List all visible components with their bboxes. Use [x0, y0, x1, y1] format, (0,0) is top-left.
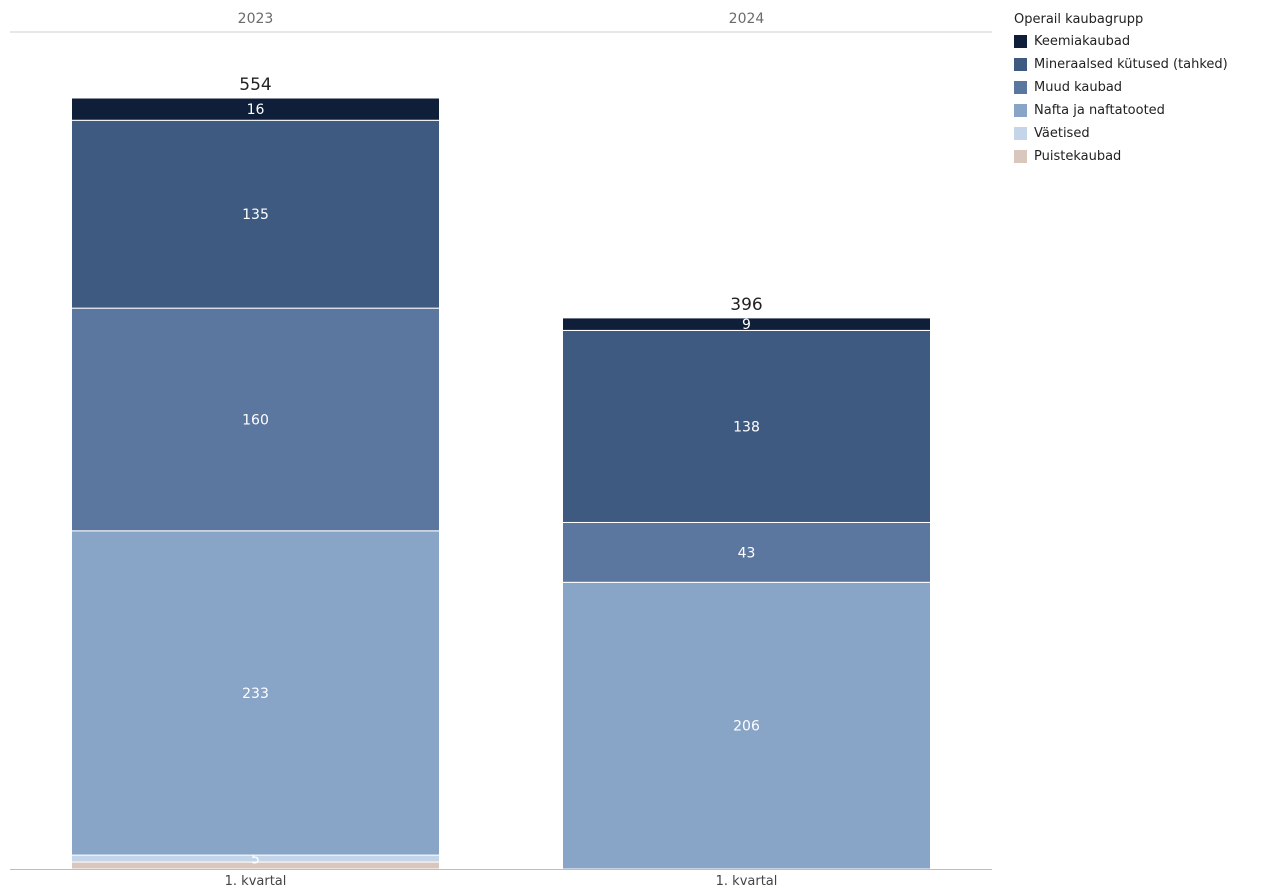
legend-swatch [1014, 58, 1027, 71]
data-label-keemiakaubad-2024: 9 [742, 317, 751, 333]
data-label-mineraalsed-k-tused-tahked-2023: 135 [242, 207, 269, 223]
legend-label: Muud kaubad [1034, 80, 1123, 95]
legend-label: Väetised [1034, 126, 1090, 141]
legend-swatch [1014, 127, 1027, 140]
legend-item-v-etised[interactable]: Väetised [1014, 122, 1228, 145]
legend-swatch [1014, 104, 1027, 117]
legend-swatch [1014, 150, 1027, 163]
legend-label: Keemiakaubad [1034, 34, 1131, 49]
legend-label: Nafta ja naftatooted [1034, 103, 1165, 118]
legend-label: Puistekaubad [1034, 149, 1122, 164]
legend-swatch [1014, 35, 1027, 48]
legend-item-keemiakaubad[interactable]: Keemiakaubad [1014, 30, 1228, 53]
data-label-muud-kaubad-2023: 160 [242, 412, 269, 428]
bar-segment-keemiakaubad-2024 [562, 317, 931, 331]
legend-item-puistekaubad[interactable]: Puistekaubad [1014, 145, 1228, 168]
panel-header-2023: 2023 [238, 11, 274, 27]
data-label-keemiakaubad-2023: 16 [247, 102, 265, 118]
bar-segment-mineraalsed-k-tused-tahked-2023 [71, 119, 440, 309]
panel-header-2024: 2024 [729, 11, 765, 27]
bar-segment-muud-kaubad-2023 [71, 307, 440, 532]
bar-segment-muud-kaubad-2024 [562, 521, 931, 583]
legend: Operail kaubagrupp Keemiakaubad Mineraals… [1014, 12, 1228, 168]
bar-segment-mineraalsed-k-tused-tahked-2024 [562, 329, 931, 523]
data-label-mineraalsed-k-tused-tahked-2024: 138 [733, 419, 760, 435]
data-label-nafta-ja-naftatooted-2024: 206 [733, 719, 760, 735]
category-label-2023: 1. kvartal [225, 874, 287, 889]
total-label-2023: 554 [239, 75, 271, 95]
category-label-2024: 1. kvartal [716, 874, 778, 889]
legend-swatch [1014, 81, 1027, 94]
data-label-v-etised-2023: 5 [251, 852, 260, 868]
total-label-2024: 396 [730, 295, 762, 315]
bar-segment-nafta-ja-naftatooted-2024 [562, 581, 931, 870]
data-label-muud-kaubad-2024: 43 [738, 545, 756, 561]
legend-label: Mineraalsed kütused (tahked) [1034, 57, 1228, 72]
legend-item-muud-kaubad[interactable]: Muud kaubad [1014, 76, 1228, 99]
bar-segment-nafta-ja-naftatooted-2023 [71, 530, 440, 856]
legend-title: Operail kaubagrupp [1014, 12, 1144, 27]
legend-item-mineraalsed-k-tused-tahked[interactable]: Mineraalsed kütused (tahked) [1014, 53, 1228, 76]
legend-item-nafta-ja-naftatooted[interactable]: Nafta ja naftatooted [1014, 99, 1228, 122]
data-label-nafta-ja-naftatooted-2023: 233 [242, 686, 269, 702]
bar-segment-keemiakaubad-2023 [71, 97, 440, 121]
